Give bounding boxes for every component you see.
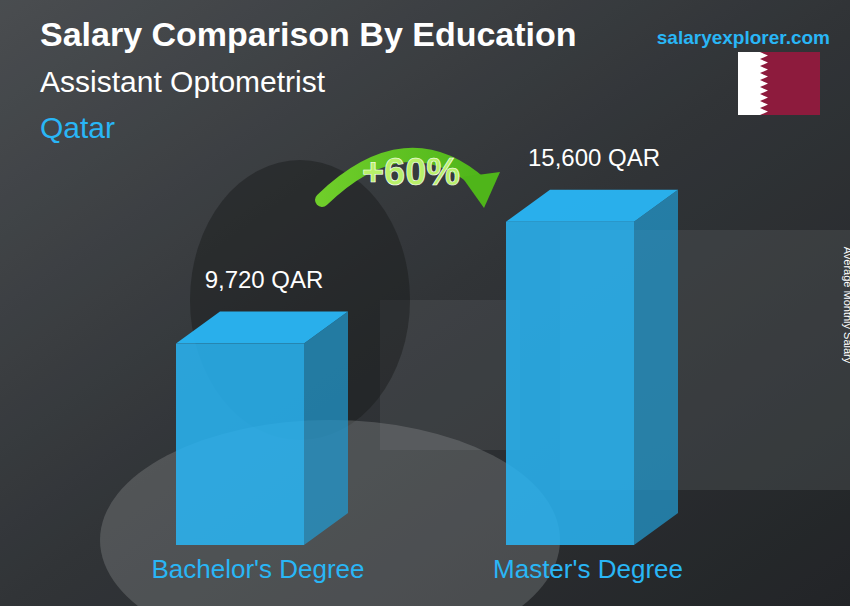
annotation: +60% — [362, 151, 460, 193]
annotation-arrowhead — [462, 172, 500, 208]
bar-front — [176, 344, 304, 545]
subtitle: Assistant Optometrist — [40, 65, 326, 98]
bar-front — [506, 222, 634, 545]
x-tick-label: Master's Degree — [493, 554, 683, 584]
bar-side-shade — [634, 190, 678, 545]
y-axis-label: Average Monthly Salary — [842, 247, 850, 364]
flag-white — [738, 52, 820, 115]
location: Qatar — [40, 111, 115, 144]
bar-side-shade — [304, 312, 348, 545]
x-tick-label: Bachelor's Degree — [151, 554, 364, 584]
data-label: 15,600 QAR — [528, 144, 660, 171]
bar — [506, 190, 678, 545]
title: Salary Comparison By Education — [40, 15, 577, 53]
chart: Salary Comparison By Education Assistant … — [0, 0, 850, 606]
bar-side — [304, 312, 348, 545]
source: salaryexplorer.com — [657, 27, 830, 48]
bars — [176, 190, 678, 545]
data-label: 9,720 QAR — [205, 266, 324, 293]
bar — [176, 312, 348, 545]
flag-maroon — [760, 52, 820, 115]
bar-side — [634, 190, 678, 545]
background — [0, 0, 850, 606]
background-shade — [0, 0, 850, 606]
